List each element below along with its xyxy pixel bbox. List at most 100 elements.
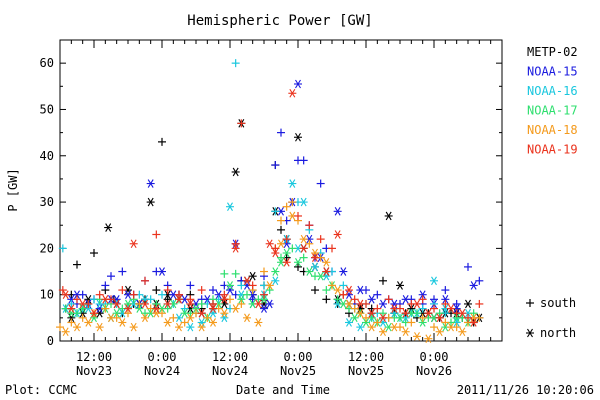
south-point [180,304,189,313]
south-point [407,318,416,327]
south-point [373,318,382,327]
north-point [384,211,393,221]
y-axis-label: P [GW] [6,168,20,211]
north-point [299,197,308,207]
north-point [271,276,280,286]
north-point [186,322,195,332]
north-point [175,322,183,332]
north-point [78,299,87,309]
south-point [231,59,240,68]
south-point [158,137,166,146]
south-point [282,235,291,244]
south-point [243,290,251,299]
north-point [367,295,376,304]
north-point [435,327,444,337]
north-point [141,299,149,309]
south-point [152,286,161,295]
south-point [237,119,246,128]
south-point [271,207,280,216]
south-point [73,260,81,269]
north-point [220,313,229,323]
series-noaa-18 [56,198,484,343]
footer-timestamp: 2011/11/26 10:20:06 [457,383,594,397]
north-point [254,299,263,309]
south-point [56,323,64,332]
north-point [265,281,274,290]
south-point [248,281,257,290]
north-point [84,318,93,327]
north-point [430,276,438,286]
north-point [226,281,234,290]
south-point [282,202,291,211]
north-point [390,304,399,313]
south-point [169,313,178,322]
north-point [526,328,534,338]
south-point [231,269,240,278]
x-tick-date-label: Nov23 [76,364,112,378]
north-point [379,313,387,323]
south-point [197,299,206,308]
north-point [186,299,195,309]
south-point [101,304,110,313]
south-point [379,309,387,318]
north-point [163,299,172,309]
north-point [345,299,353,309]
north-point [61,290,70,299]
north-point [271,248,280,258]
series-noaa-15 [67,79,484,313]
south-point [118,267,127,276]
south-point [418,295,427,304]
south-point [158,290,166,299]
south-point [339,290,348,299]
legend-item: NOAA-19 [527,143,578,157]
north-point [413,299,421,309]
north-point [231,244,240,253]
south-point [322,286,331,295]
x-tick-date-label: Nov24 [144,364,180,378]
south-point [299,156,308,165]
north-point [396,313,404,323]
south-point [277,225,285,234]
y-axis-ticks: 0 10 20 30 40 50 60 [40,56,502,348]
north-point [288,179,297,188]
data-points [56,59,484,343]
north-point [282,248,291,258]
y-tick-label: 0 [47,334,54,348]
south-point [288,244,297,253]
south-point [452,299,461,308]
south-point [305,221,314,230]
south-point [379,276,387,285]
north-point [390,299,399,309]
north-point [288,88,297,98]
north-point [452,313,461,323]
north-point [175,295,183,304]
south-point [260,290,268,299]
south-point [435,309,444,318]
south-point [362,313,370,322]
south-point [101,281,110,290]
north-point [146,197,155,207]
south-point [152,230,161,239]
north-point [469,318,478,327]
south-point [58,244,67,253]
x-tick-time-label: 0:00 [284,350,313,364]
north-point [118,318,127,327]
north-point [418,318,427,327]
north-point [243,313,251,323]
north-point [67,304,76,313]
south-point [95,290,104,299]
south-point [220,290,229,299]
north-point [260,304,268,313]
south-point [203,313,212,322]
south-point [277,216,285,225]
north-point [322,257,331,267]
north-point [209,308,217,318]
south-point [163,295,172,304]
south-point [67,318,76,327]
south-point [163,286,172,295]
north-point [95,322,104,332]
north-point [424,334,433,343]
south-point [430,304,438,313]
south-point [350,304,359,313]
